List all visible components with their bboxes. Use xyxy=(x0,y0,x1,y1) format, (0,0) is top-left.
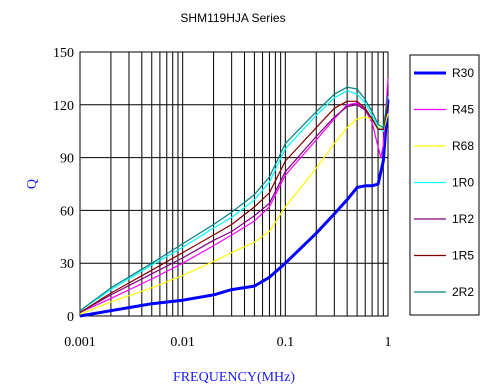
y-tick-label: 60 xyxy=(60,204,74,219)
y-tick-labels: 0 30 60 90 120 150 xyxy=(53,46,74,325)
x-axis-label: FREQUENCY(MHz) xyxy=(173,370,295,385)
y-tick-label: 30 xyxy=(60,257,74,272)
grid xyxy=(80,52,388,316)
legend-label: 1R0 xyxy=(452,176,474,190)
legend-label: 2R2 xyxy=(452,285,474,299)
plot-frame xyxy=(79,51,389,317)
x-tick-label: 1 xyxy=(385,335,392,350)
chart-title: SHM119HJA Series xyxy=(180,11,285,25)
series-line-1r0 xyxy=(79,90,389,312)
y-tick-label: 90 xyxy=(60,152,74,167)
legend: R30 R45 R68 1R0 1R2 1R5 2R2 xyxy=(414,66,474,299)
series-line-r45 xyxy=(79,78,389,314)
y-axis-label: Q xyxy=(25,179,40,189)
series-lines xyxy=(79,78,390,318)
series-line-2r2 xyxy=(79,86,389,312)
legend-label: R68 xyxy=(452,139,474,153)
legend-box xyxy=(409,54,480,316)
x-tick-label: 0.01 xyxy=(170,335,195,350)
y-tick-label: 150 xyxy=(53,46,74,61)
series-line-r30 xyxy=(79,99,390,318)
legend-label: R45 xyxy=(452,103,474,117)
x-tick-labels: 0.001 0.01 0.1 1 xyxy=(64,335,391,350)
legend-label: R30 xyxy=(452,66,474,80)
x-tick-label: 0.1 xyxy=(277,335,295,350)
series-line-1r5 xyxy=(79,100,389,314)
y-tick-label: 0 xyxy=(67,310,74,325)
y-tick-label: 120 xyxy=(53,99,74,114)
legend-label: 1R5 xyxy=(452,249,474,263)
x-tick-label: 0.001 xyxy=(64,335,96,350)
legend-label: 1R2 xyxy=(452,212,474,226)
